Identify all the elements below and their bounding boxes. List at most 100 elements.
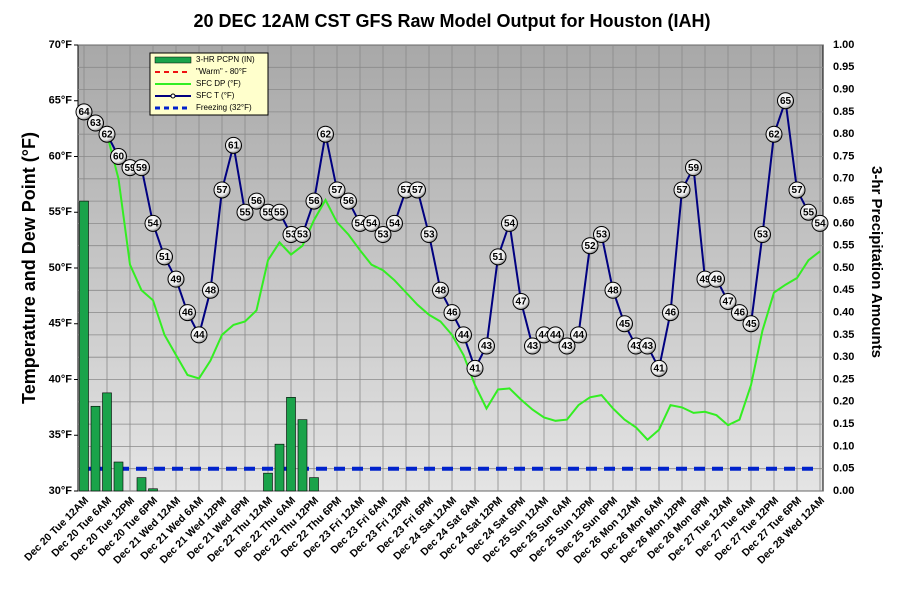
data-label: 61 bbox=[228, 140, 240, 151]
bar bbox=[136, 477, 147, 492]
temperature-marker bbox=[650, 359, 668, 377]
y2-tick-label: 0.70 bbox=[833, 173, 854, 185]
data-label: 47 bbox=[722, 297, 734, 308]
data-label: 44 bbox=[458, 330, 470, 341]
y-axis-label: Temperature and Dew Point (°F) bbox=[19, 132, 39, 404]
data-label: 48 bbox=[607, 285, 619, 296]
data-label: 54 bbox=[366, 219, 378, 230]
temperature-marker bbox=[765, 125, 783, 143]
data-label: 45 bbox=[619, 319, 631, 330]
data-label: 44 bbox=[550, 330, 562, 341]
bar bbox=[297, 419, 308, 492]
temperature-marker bbox=[305, 192, 323, 210]
data-label: 43 bbox=[630, 341, 642, 352]
data-label: 47 bbox=[515, 297, 527, 308]
temperature-marker bbox=[271, 203, 288, 221]
data-label: 57 bbox=[400, 185, 412, 196]
data-label: 54 bbox=[354, 219, 366, 230]
temperature-marker bbox=[455, 326, 472, 344]
temperature-marker bbox=[616, 315, 633, 333]
data-label: 43 bbox=[561, 341, 573, 352]
y2-tick-label: 0.30 bbox=[833, 351, 854, 363]
y2-tick-label: 0.80 bbox=[833, 128, 854, 140]
data-label: 62 bbox=[320, 129, 332, 140]
y2-tick-label: 0.05 bbox=[833, 463, 854, 475]
temperature-marker bbox=[110, 148, 127, 165]
dew-point-line bbox=[83, 111, 821, 442]
legend-label: SFC T (°F) bbox=[196, 91, 235, 100]
data-label: 43 bbox=[481, 341, 493, 352]
temperature-marker bbox=[75, 103, 93, 121]
temperature-marker bbox=[225, 136, 242, 154]
data-label: 53 bbox=[596, 230, 608, 241]
temperature-marker bbox=[558, 337, 576, 355]
temperature-marker bbox=[466, 359, 484, 377]
temperature-marker bbox=[443, 304, 461, 322]
temperature-marker bbox=[133, 159, 150, 177]
temperature-marker bbox=[685, 159, 702, 177]
temperature-marker bbox=[800, 203, 817, 221]
y-tick-label: 60°F bbox=[49, 150, 73, 162]
temperature-marker bbox=[742, 315, 760, 333]
data-label: 48 bbox=[435, 285, 447, 296]
data-label: 62 bbox=[101, 129, 113, 140]
bar bbox=[79, 200, 89, 492]
data-label: 53 bbox=[297, 230, 309, 241]
data-label: 59 bbox=[124, 163, 136, 174]
data-label: 53 bbox=[377, 230, 389, 241]
bar bbox=[102, 392, 112, 492]
data-label: 55 bbox=[803, 207, 815, 218]
temperature-marker bbox=[87, 114, 104, 132]
data-label: 59 bbox=[136, 163, 148, 174]
y2-tick-label: 1.00 bbox=[833, 39, 854, 51]
temperature-marker bbox=[420, 226, 438, 244]
data-label: 49 bbox=[699, 274, 711, 285]
bar bbox=[90, 405, 101, 492]
temperature-marker bbox=[478, 337, 495, 355]
data-label: 57 bbox=[676, 185, 688, 196]
temperature-marker bbox=[340, 192, 357, 210]
y-tick-label: 30°F bbox=[49, 485, 73, 497]
data-label: 41 bbox=[469, 363, 481, 374]
bar bbox=[263, 472, 273, 492]
data-label: 54 bbox=[504, 219, 516, 230]
temperature-marker bbox=[731, 304, 748, 322]
data-label: 59 bbox=[688, 163, 700, 174]
temperature-marker bbox=[179, 304, 196, 322]
temperature-marker bbox=[409, 181, 426, 199]
y-tick-label: 35°F bbox=[49, 429, 73, 441]
data-label: 43 bbox=[642, 341, 654, 352]
data-label: 44 bbox=[538, 330, 550, 341]
chart-title: 20 DEC 12AM CST GFS Raw Model Output for… bbox=[194, 11, 711, 31]
y-tick-label: 50°F bbox=[49, 262, 73, 274]
temperature-marker bbox=[202, 281, 219, 299]
data-label: 62 bbox=[768, 129, 780, 140]
temperature-marker bbox=[156, 248, 173, 266]
temperature-marker bbox=[386, 214, 403, 232]
temperature-marker bbox=[512, 292, 530, 310]
data-label: 53 bbox=[757, 230, 769, 241]
y-tick-label: 55°F bbox=[49, 206, 73, 218]
temperature-marker bbox=[317, 125, 334, 143]
y2-tick-label: 0.40 bbox=[833, 307, 854, 319]
data-label: 49 bbox=[170, 274, 182, 285]
legend-label: Freezing (32°F) bbox=[196, 103, 252, 112]
y2-tick-label: 0.45 bbox=[833, 284, 854, 296]
y2-tick-label: 0.55 bbox=[833, 240, 854, 252]
temperature-marker bbox=[708, 270, 725, 288]
temperature-marker bbox=[673, 181, 691, 199]
y2-tick-label: 0.75 bbox=[833, 150, 854, 162]
y2-tick-label: 0.65 bbox=[833, 195, 854, 207]
legend-label: 3-HR PCPN (IN) bbox=[196, 55, 255, 64]
data-label: 60 bbox=[113, 152, 125, 163]
data-label: 48 bbox=[205, 285, 217, 296]
y2-tick-label: 0.25 bbox=[833, 373, 854, 385]
legend-label: SFC DP (°F) bbox=[196, 79, 241, 88]
y2-tick-label: 0.50 bbox=[833, 262, 854, 274]
temperature-marker bbox=[432, 281, 449, 299]
y2-axis-label: 3-hr Precipitation Amounts bbox=[868, 166, 885, 358]
data-label: 63 bbox=[90, 118, 102, 129]
legend-label: "Warm" - 80°F bbox=[196, 67, 247, 76]
temperature-marker bbox=[719, 292, 737, 310]
